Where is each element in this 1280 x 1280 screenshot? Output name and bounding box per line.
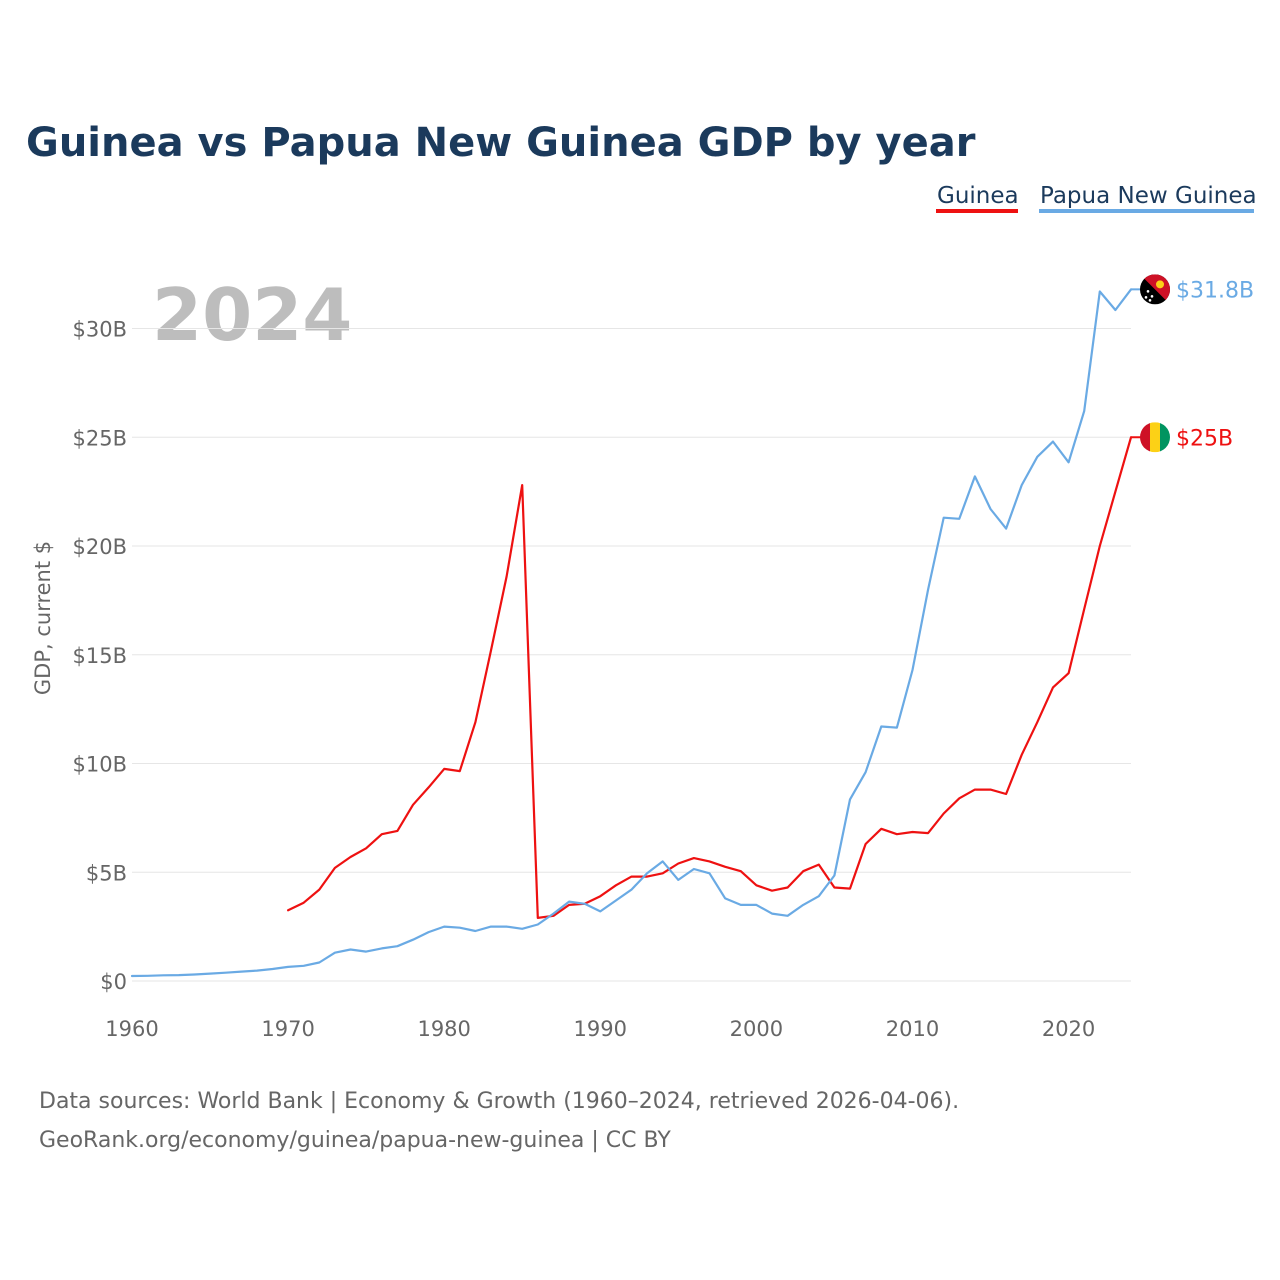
x-tick-label: 2000 (730, 1017, 783, 1041)
footer-attribution: GeoRank.org/economy/guinea/papua-new-gui… (39, 1128, 671, 1153)
x-tick-label: 2010 (886, 1017, 939, 1041)
series-lines (130, 288, 1133, 978)
y-tick-label: $15B (73, 644, 128, 668)
y-tick-label: $5B (86, 861, 127, 885)
y-tick-label: $20B (73, 535, 128, 559)
grid-lines (132, 328, 1131, 982)
y-axis-ticks: $0 $5B $10B $15B $20B $25B $30B (73, 318, 128, 995)
year-watermark: 2024 (152, 273, 352, 357)
x-axis-ticks: 1960 1970 1980 1990 2000 2010 2020 (105, 1017, 1095, 1041)
end-value-label-guinea: $25B (1176, 426, 1233, 451)
series-line-guinea (287, 436, 1133, 920)
papua-new-guinea-flag-icon (1140, 274, 1170, 305)
x-tick-label: 1970 (261, 1017, 314, 1041)
legend-swatch-guinea (936, 209, 1018, 213)
end-labels: $25B $31.8B (1131, 274, 1254, 453)
x-tick-label: 2020 (1042, 1017, 1095, 1041)
y-axis-label: GDP, current $ (31, 541, 55, 695)
legend-label-guinea: Guinea (937, 183, 1019, 209)
legend-swatch-papua-new-guinea (1039, 209, 1254, 213)
end-value-label-papua-new-guinea: $31.8B (1176, 278, 1254, 303)
y-tick-label: $30B (73, 318, 128, 342)
legend: Guinea Papua New Guinea (936, 183, 1257, 213)
y-tick-label: $10B (73, 753, 128, 777)
chart-title: Guinea vs Papua New Guinea GDP by year (26, 120, 976, 166)
y-tick-label: $0 (100, 970, 127, 994)
x-tick-label: 1960 (105, 1017, 158, 1041)
y-tick-label: $25B (73, 426, 128, 450)
x-tick-label: 1990 (574, 1017, 627, 1041)
x-tick-label: 1980 (417, 1017, 470, 1041)
guinea-flag-icon (1140, 422, 1170, 453)
legend-label-papua-new-guinea: Papua New Guinea (1040, 183, 1257, 209)
footer-source: Data sources: World Bank | Economy & Gro… (39, 1089, 959, 1114)
series-line-papua-new-guinea (130, 288, 1133, 978)
